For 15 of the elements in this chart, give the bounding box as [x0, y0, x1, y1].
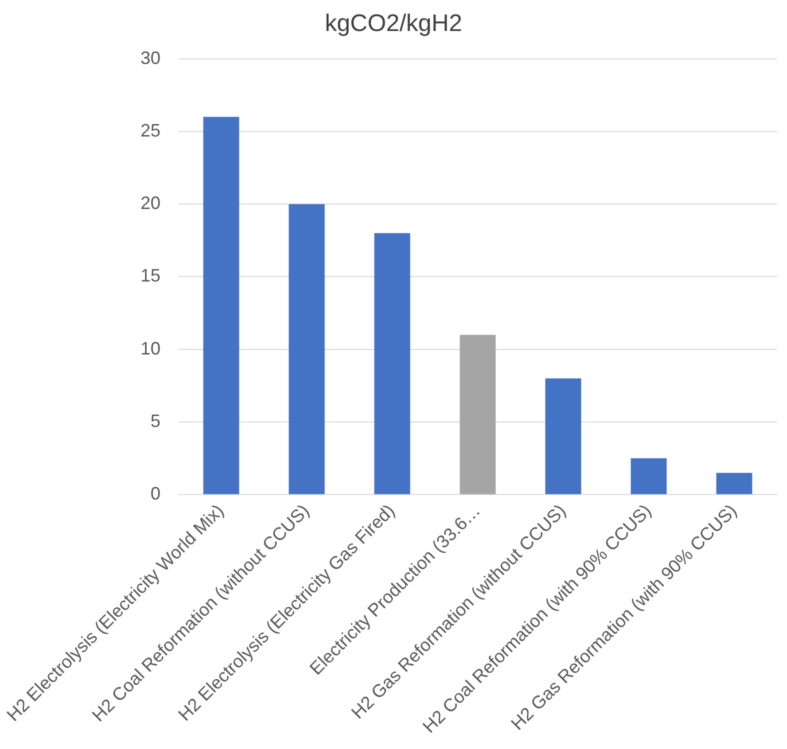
- bar: [288, 204, 325, 494]
- y-tick-label: 15: [140, 266, 160, 286]
- y-tick-label: 25: [140, 120, 160, 140]
- y-tick-label: 20: [140, 193, 160, 214]
- bar: [460, 334, 496, 494]
- y-tick-label: 5: [150, 410, 160, 431]
- y-tick-label: 0: [150, 484, 160, 504]
- bar: [203, 116, 240, 494]
- bar: [630, 458, 667, 494]
- bar: [374, 233, 410, 494]
- y-tick-label: 10: [140, 338, 160, 358]
- bar: [716, 472, 752, 494]
- y-tick-label: 30: [140, 48, 160, 68]
- chart-title: kgCO2/kgH2: [324, 10, 462, 38]
- bar: [545, 378, 582, 494]
